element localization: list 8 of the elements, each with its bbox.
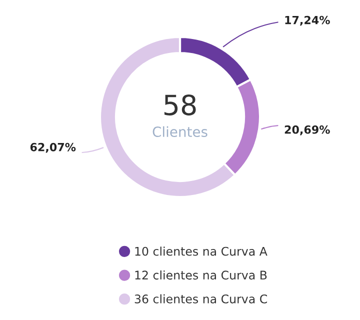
data-label: 62,07% <box>30 142 76 153</box>
legend-label: 10 clientes na Curva A <box>135 246 268 256</box>
text: 58 <box>164 94 196 116</box>
legend-label: 36 clientes na Curva C <box>134 294 267 304</box>
legend-label: 12 clientes na Curva B <box>135 270 267 280</box>
data-label: 20,69% <box>284 125 330 136</box>
text: Clientes <box>152 126 208 138</box>
data-label: 17,24% <box>285 16 330 26</box>
